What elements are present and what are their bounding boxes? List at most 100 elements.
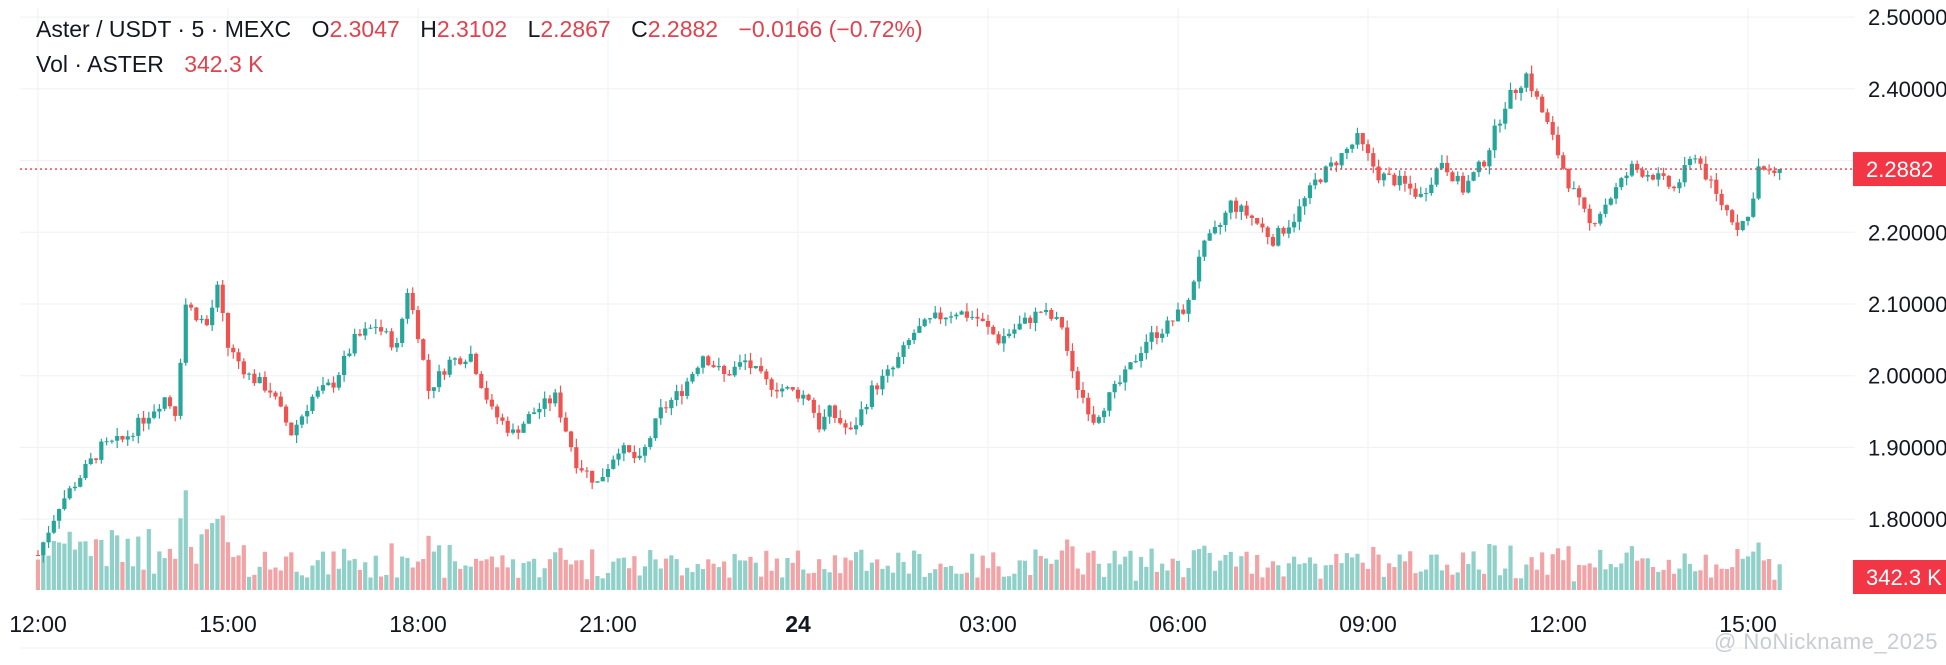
candle-body xyxy=(1687,158,1693,165)
time-tick-label: 15:00 xyxy=(1719,611,1777,637)
candle-body xyxy=(289,422,294,436)
candle-body xyxy=(1376,166,1381,181)
candle-body xyxy=(188,304,194,308)
volume-bar xyxy=(1350,557,1355,590)
volume-bar xyxy=(1086,552,1091,590)
candle-body xyxy=(1112,383,1117,393)
volume-bars xyxy=(35,490,1782,590)
candle-body xyxy=(1508,89,1513,109)
candle-body xyxy=(1608,198,1613,205)
candle-body xyxy=(157,408,162,412)
candle-body xyxy=(1745,216,1751,221)
candle-body xyxy=(642,446,648,456)
candle-body xyxy=(1756,166,1761,199)
candle-body xyxy=(479,373,484,388)
candle-body xyxy=(1344,148,1349,154)
volume-bar xyxy=(463,565,468,590)
volume-label[interactable]: Vol · ASTER xyxy=(36,51,164,77)
volume-bar xyxy=(247,576,252,590)
volume-bar xyxy=(162,558,167,590)
open-label: O xyxy=(311,16,330,42)
candle-body xyxy=(1455,175,1460,182)
volume-bar xyxy=(827,572,832,590)
volume-bar xyxy=(811,572,816,590)
volume-bar xyxy=(357,569,363,590)
candle-body xyxy=(505,420,510,433)
volume-bar xyxy=(1218,560,1223,590)
volume-bar xyxy=(1318,578,1323,590)
volume-bar xyxy=(859,549,864,590)
candle-body xyxy=(954,314,959,317)
candle-body xyxy=(822,416,827,430)
volume-bar xyxy=(848,560,853,590)
volume-bar xyxy=(1592,567,1598,590)
volume-bar xyxy=(637,575,642,590)
volume-bar xyxy=(938,563,943,590)
candle-body xyxy=(93,458,99,460)
candle-body xyxy=(616,453,621,460)
candle-body xyxy=(1233,200,1239,212)
volume-bar xyxy=(1075,568,1080,590)
candle-body xyxy=(1128,362,1133,370)
volume-bar xyxy=(1028,575,1033,590)
volume-bar xyxy=(1328,564,1334,590)
volume-bar xyxy=(521,562,526,590)
symbol-label[interactable]: Aster / USDT · 5 · MEXC xyxy=(36,16,292,42)
volume-bar xyxy=(584,579,589,590)
candle-body xyxy=(1249,215,1254,218)
candle-body xyxy=(1260,223,1265,228)
candle-body xyxy=(1302,198,1307,207)
volume-bar xyxy=(1745,556,1751,590)
volume-badge xyxy=(1853,560,1946,594)
candle-body xyxy=(1012,329,1017,334)
volume-bar xyxy=(737,560,743,590)
volume-bar xyxy=(1566,546,1571,590)
candle-body xyxy=(1207,233,1212,241)
candle-body xyxy=(1070,350,1075,372)
candle-body xyxy=(896,356,901,368)
candle-body xyxy=(1397,175,1402,186)
volume-bar xyxy=(35,559,41,590)
volume-bar xyxy=(1197,549,1202,590)
time-axis[interactable]: 12:00 15:00 18:00 21:00 24 03:00 06:00 09:00 12:… xyxy=(9,611,1855,649)
candle-body xyxy=(1049,309,1054,319)
volume-bar xyxy=(210,523,215,590)
volume-bar xyxy=(627,568,632,590)
candle-body xyxy=(421,339,426,360)
volume-bar xyxy=(1698,570,1703,590)
candle-body xyxy=(875,385,880,390)
candle-body xyxy=(1613,187,1619,199)
price-axis[interactable]: 1.800001.900002.000002.100002.200002.300… xyxy=(1868,5,1946,532)
candle-body xyxy=(294,424,299,436)
candle-body xyxy=(1160,333,1165,338)
volume-bar xyxy=(1112,550,1117,590)
volume-bar xyxy=(880,568,885,590)
volume-bar xyxy=(225,542,231,590)
candle-body xyxy=(1043,309,1049,313)
volume-bar xyxy=(115,535,120,590)
volume-bar xyxy=(869,562,874,590)
volume-bar xyxy=(1012,573,1017,590)
candle-body xyxy=(605,468,611,477)
volume-bar xyxy=(479,560,484,590)
volume-bar xyxy=(1666,559,1671,590)
candle-body xyxy=(890,367,896,370)
candle-body xyxy=(595,481,600,483)
candle-body xyxy=(320,385,326,391)
chart-grid xyxy=(20,8,1855,590)
volume-bar xyxy=(1381,576,1386,590)
volume-bar xyxy=(1387,563,1392,590)
volume-bar xyxy=(690,572,695,590)
candle-body xyxy=(1619,178,1624,188)
candle-body xyxy=(1550,121,1555,135)
volume-bar xyxy=(1054,559,1059,590)
candle-body xyxy=(653,418,658,439)
volume-bar xyxy=(1482,573,1487,590)
volume-bar xyxy=(1450,574,1455,590)
candle-body xyxy=(948,316,954,318)
volume-bar xyxy=(1635,560,1640,590)
volume-bar xyxy=(1508,545,1513,590)
candle-body xyxy=(1682,164,1687,183)
volume-bar xyxy=(1693,571,1698,590)
